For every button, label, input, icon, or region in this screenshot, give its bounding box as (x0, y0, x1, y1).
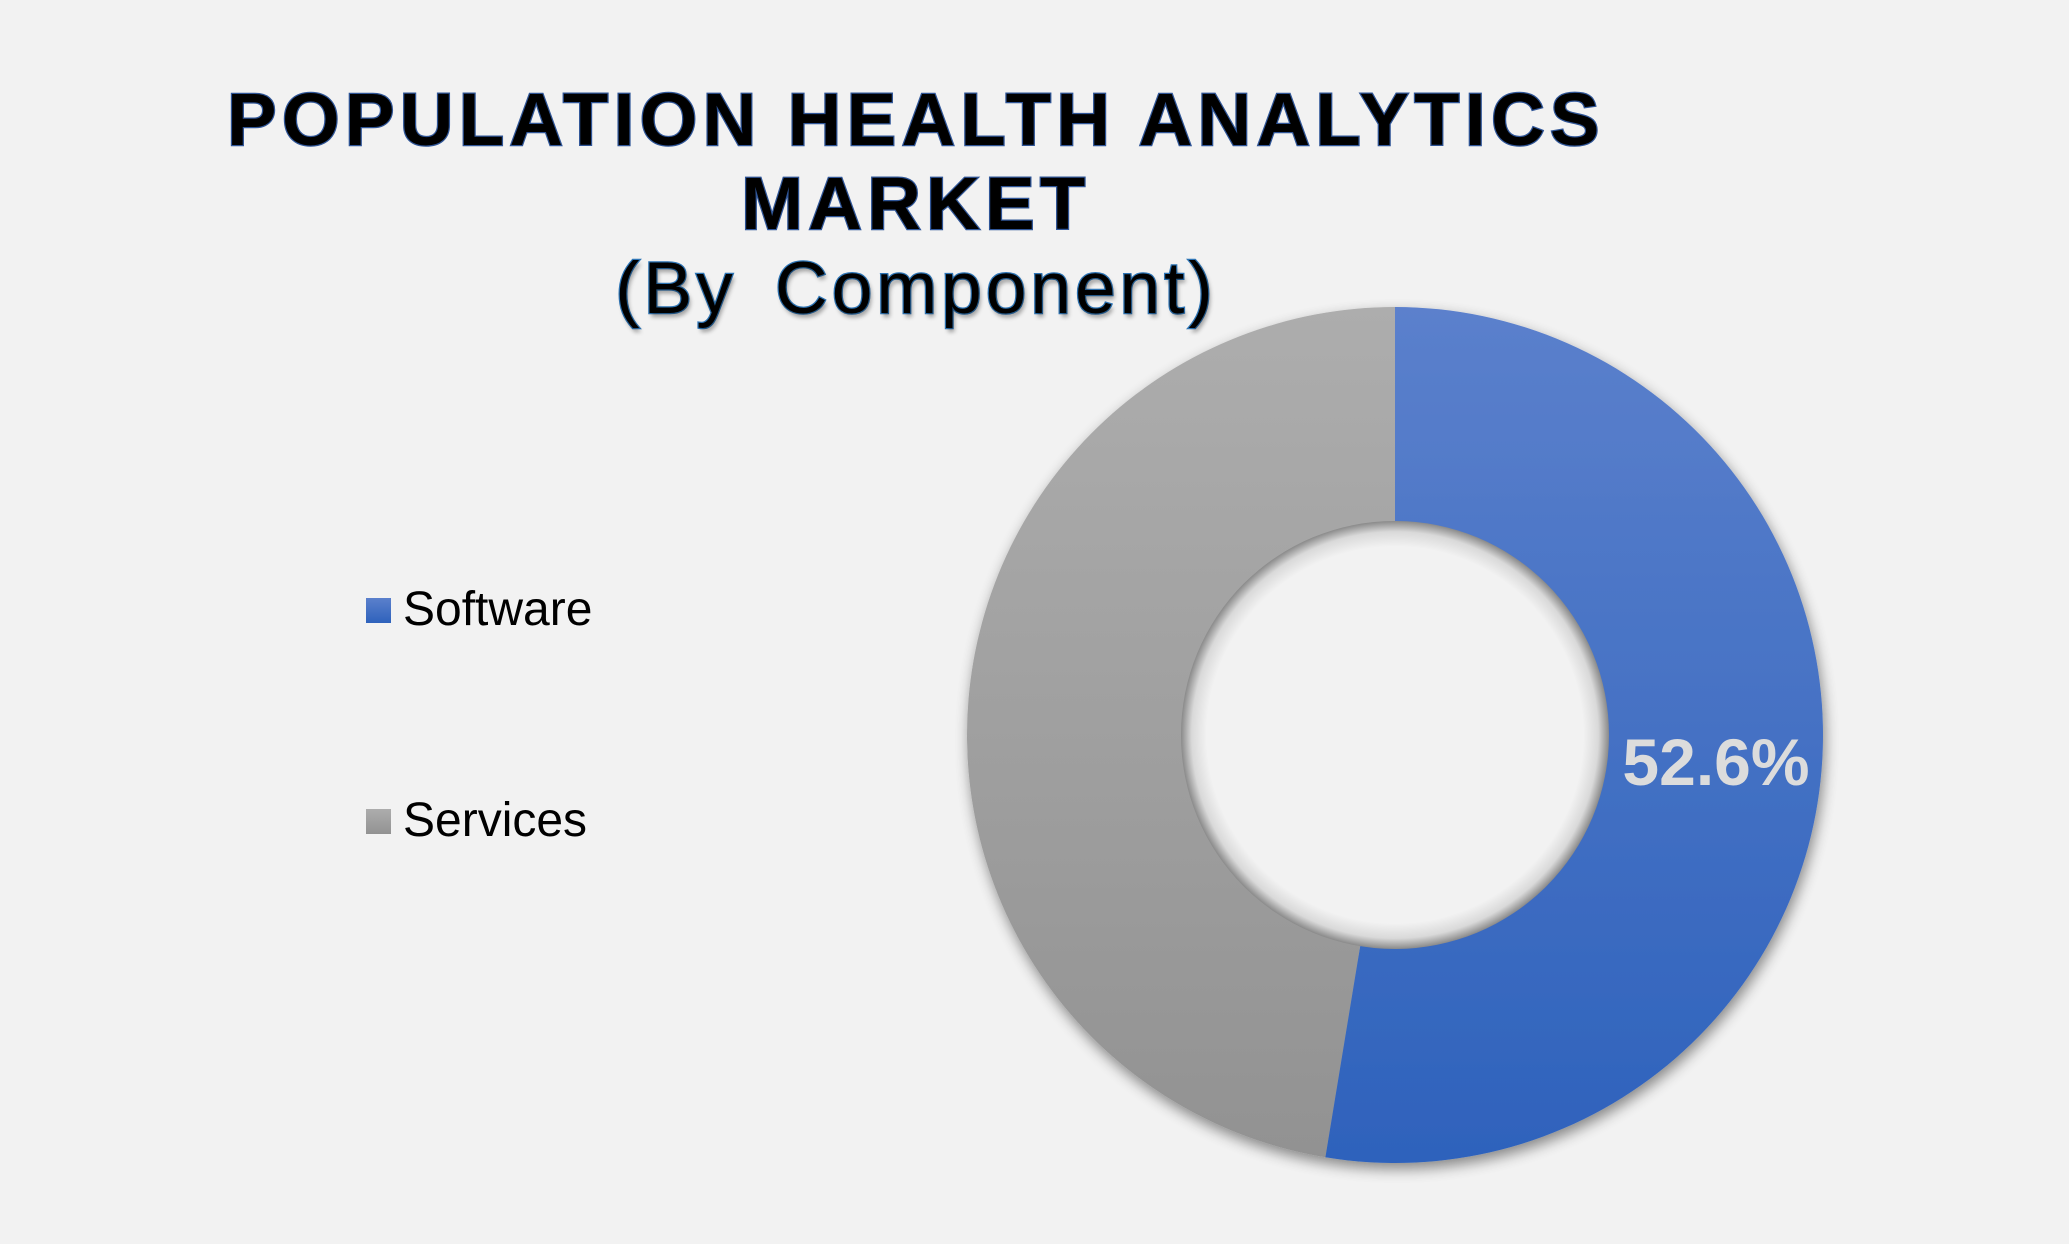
donut-segment-services[interactable] (966, 307, 1395, 1158)
legend-item-software[interactable]: Software (366, 585, 592, 635)
donut-hole (1181, 521, 1609, 949)
legend-item-services[interactable]: Services (366, 796, 587, 846)
legend-label-services: Services (403, 794, 588, 847)
title-line-1: POPULATION HEALTH ANALYTICS (226, 77, 1605, 163)
title-line-2: MARKET (740, 161, 1091, 247)
chart-title: POPULATION HEALTH ANALYTICS MARKET (By C… (216, 77, 1616, 332)
chart-subtitle: (By Component) (614, 247, 1217, 331)
legend-label-software: Software (403, 583, 593, 636)
legend-swatch-software-icon (366, 597, 391, 623)
donut-segment-software[interactable] (1325, 307, 1823, 1164)
data-label-software: 52.6% (1622, 725, 1809, 799)
legend-swatch-services-icon (366, 808, 391, 834)
